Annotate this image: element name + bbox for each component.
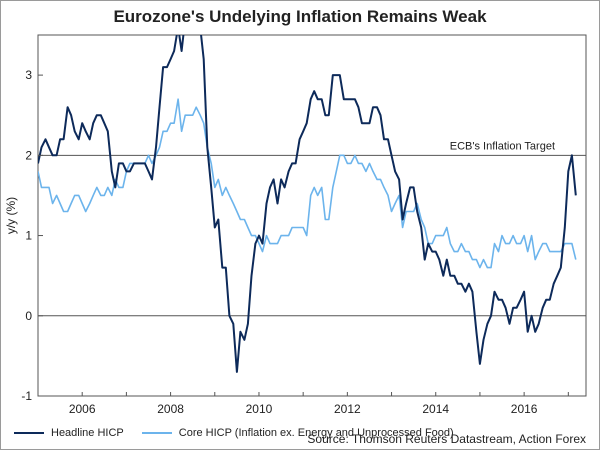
- y-tick-label: -1: [21, 389, 32, 403]
- y-axis-label: y/y (%): [4, 197, 18, 234]
- x-tick-label: 2016: [511, 402, 538, 416]
- plot-area: [37, 34, 587, 397]
- legend-item-core: Core HICP (Inflation ex. Energy and Unpr…: [141, 427, 454, 439]
- legend: Headline HICP Core HICP (Inflation ex. E…: [14, 425, 472, 441]
- y-tick-label: 0: [25, 309, 32, 323]
- x-tick-label: 2006: [69, 402, 96, 416]
- legend-label-core: Core HICP (Inflation ex. Energy and Unpr…: [178, 427, 454, 439]
- x-tick-label: 2012: [334, 402, 361, 416]
- series-line-headline-hicp: [38, 35, 577, 373]
- legend-label-headline: Headline HICP: [51, 427, 124, 439]
- reference-line-group: ECB's Inflation Target: [38, 140, 586, 156]
- x-tick-label: 2014: [422, 402, 449, 416]
- y-tick-label: 2: [25, 148, 32, 162]
- inflation-target-label: ECB's Inflation Target: [450, 140, 555, 152]
- series-line-core-hicp: [38, 98, 577, 269]
- legend-swatch-core: [141, 432, 172, 434]
- x-tick-label: 2010: [246, 402, 273, 416]
- source-note: Source: Thomson Reuters Datastream, Acti…: [307, 432, 586, 446]
- x-tick-label: 2008: [157, 402, 184, 416]
- chart-title: Eurozone's Undelying Inflation Remains W…: [113, 7, 487, 26]
- legend-item-headline: Headline HICP: [14, 427, 124, 439]
- x-axis-ticks: 2006 2008 2010 2012 2014 2016: [37, 392, 569, 416]
- series-layer: [38, 35, 577, 373]
- y-tick-label: 3: [25, 68, 32, 82]
- y-tick-label: 1: [25, 229, 32, 243]
- legend-swatch-headline: [14, 432, 44, 434]
- y-axis-ticks: -1 0 1 2 3: [21, 68, 43, 403]
